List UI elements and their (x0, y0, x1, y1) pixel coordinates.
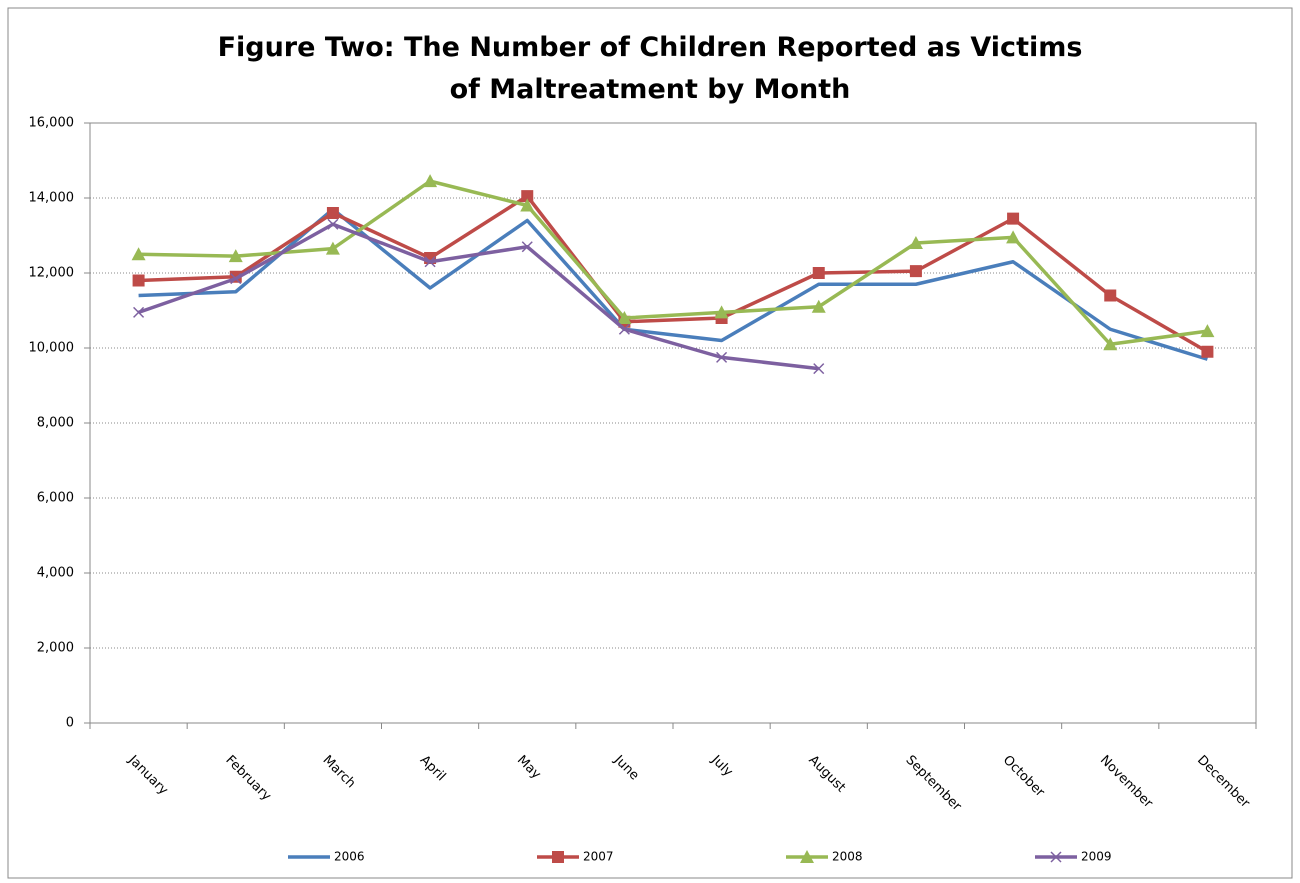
marker (1104, 289, 1117, 302)
marker (424, 256, 436, 268)
legend-item: 2008 (786, 850, 863, 864)
marker (521, 241, 533, 253)
marker (228, 249, 243, 263)
legend-label: 2008 (832, 850, 863, 864)
y-tick-label: 16,000 (29, 116, 75, 131)
y-tick-label: 14,000 (29, 191, 75, 206)
legend-item: 2009 (1035, 850, 1112, 864)
y-tick-label: 4,000 (37, 566, 74, 581)
marker (714, 305, 729, 319)
marker (811, 299, 826, 313)
marker (132, 274, 145, 287)
y-tick-label: 0 (66, 716, 74, 731)
marker (800, 850, 814, 863)
marker (618, 323, 630, 335)
chart-title: Figure Two: The Number of Children Repor… (217, 32, 1083, 105)
series-line (138, 179, 1208, 346)
marker (1006, 230, 1021, 244)
marker (1200, 324, 1215, 338)
y-tick-label: 12,000 (29, 266, 75, 281)
legend-label: 2007 (583, 850, 614, 864)
series-line (138, 194, 1209, 354)
marker (520, 198, 535, 212)
marker (716, 351, 728, 363)
marker (552, 851, 564, 863)
marker (1201, 345, 1214, 358)
marker (325, 241, 340, 255)
y-tick-label: 2,000 (37, 641, 74, 656)
marker (1103, 337, 1118, 351)
marker (1050, 851, 1062, 863)
marker (131, 247, 146, 261)
marker (813, 363, 825, 375)
marker (617, 311, 632, 324)
y-tick-label: 6,000 (37, 491, 74, 506)
marker (812, 267, 825, 279)
series-line (138, 222, 819, 371)
legend-item: 2006 (288, 850, 365, 864)
marker (133, 306, 145, 318)
y-tick-label: 8,000 (37, 416, 74, 431)
marker (230, 273, 242, 285)
marker (909, 265, 922, 278)
legend-label: 2006 (334, 850, 365, 864)
marker (326, 207, 339, 219)
legend-item: 2007 (537, 850, 614, 864)
marker (908, 236, 923, 249)
marker (423, 174, 438, 188)
marker (327, 218, 339, 230)
marker (521, 190, 534, 203)
y-tick-label: 10,000 (29, 341, 75, 356)
legend-label: 2009 (1081, 850, 1112, 864)
marker (1007, 212, 1020, 225)
